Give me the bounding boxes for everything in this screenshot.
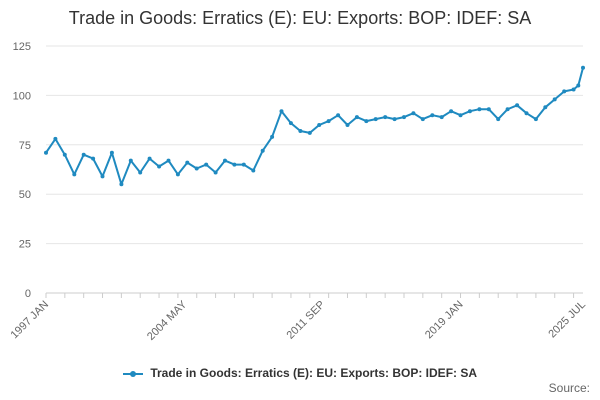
data-point[interactable] <box>251 168 256 173</box>
data-point[interactable] <box>477 107 482 112</box>
y-tick-label: 125 <box>13 41 31 53</box>
data-point[interactable] <box>581 65 585 70</box>
x-axis-tick-labels: 1997 JAN 2004 MAY 2011 SEP 2019 JAN 2025 JUL <box>8 298 588 343</box>
data-point[interactable] <box>354 115 359 120</box>
data-point[interactable] <box>449 109 454 114</box>
y-tick-label: 0 <box>25 288 31 300</box>
data-point[interactable] <box>119 182 124 187</box>
data-point[interactable] <box>270 134 275 139</box>
data-point[interactable] <box>317 123 322 127</box>
y-tick-label: 25 <box>19 239 31 251</box>
data-point[interactable] <box>100 174 105 179</box>
data-point[interactable] <box>420 117 425 122</box>
y-tick-label: 100 <box>13 90 31 102</box>
data-point[interactable] <box>458 113 463 118</box>
data-point[interactable] <box>166 158 171 163</box>
data-point[interactable] <box>411 111 416 116</box>
chart-title: Trade in Goods: Erratics (E): EU: Export… <box>68 8 532 28</box>
data-point[interactable] <box>576 83 581 88</box>
data-point[interactable] <box>62 152 67 157</box>
data-point[interactable] <box>204 162 209 167</box>
data-point[interactable] <box>223 158 227 163</box>
x-axis <box>45 292 583 298</box>
data-point[interactable] <box>185 160 190 165</box>
data-point[interactable] <box>91 156 96 161</box>
series-layer <box>44 65 585 187</box>
data-point[interactable] <box>128 158 133 163</box>
data-point[interactable] <box>260 148 265 153</box>
data-point[interactable] <box>543 105 548 110</box>
legend-swatch <box>122 368 143 380</box>
data-point[interactable] <box>298 129 303 133</box>
y-tick-label: 50 <box>19 189 31 201</box>
data-point[interactable] <box>430 113 435 118</box>
series-line <box>45 67 584 186</box>
legend-dot-marker <box>129 370 136 377</box>
data-point[interactable] <box>241 162 246 167</box>
data-point[interactable] <box>175 172 180 177</box>
data-point[interactable] <box>194 166 199 171</box>
data-point[interactable] <box>486 107 491 112</box>
data-point[interactable] <box>562 89 567 94</box>
data-point[interactable] <box>345 123 350 127</box>
data-point[interactable] <box>392 117 397 122</box>
data-point[interactable] <box>279 109 284 114</box>
data-point[interactable] <box>147 156 152 161</box>
data-point[interactable] <box>157 164 162 169</box>
data-point[interactable] <box>336 113 341 118</box>
data-point[interactable] <box>232 162 237 167</box>
x-tick-label: 2019 JAN <box>423 299 466 342</box>
data-point[interactable] <box>571 87 576 92</box>
data-point[interactable] <box>288 121 293 126</box>
data-point[interactable] <box>364 119 369 124</box>
data-point[interactable] <box>467 109 472 114</box>
data-point[interactable] <box>373 117 378 122</box>
data-point[interactable] <box>439 115 444 120</box>
y-tick-label: 75 <box>19 140 31 152</box>
data-point[interactable] <box>53 136 58 141</box>
y-axis-tick-labels: 0 25 50 75 100 125 <box>13 41 31 300</box>
x-tick-label: 2011 SEP <box>285 299 328 342</box>
data-point[interactable] <box>496 117 501 122</box>
data-point[interactable] <box>109 150 114 155</box>
data-point[interactable] <box>515 103 520 108</box>
data-point[interactable] <box>213 170 218 175</box>
legend[interactable]: Trade in Goods: Erratics (E): EU: Export… <box>0 366 600 380</box>
x-tick-label: 2025 JUL <box>546 299 588 341</box>
data-point[interactable] <box>138 170 143 175</box>
gridlines <box>46 45 583 245</box>
data-point[interactable] <box>552 97 557 102</box>
data-point[interactable] <box>81 152 86 157</box>
source-label: Source: <box>548 381 590 395</box>
data-point[interactable] <box>307 130 312 135</box>
data-point[interactable] <box>524 111 529 116</box>
data-point[interactable] <box>505 107 510 112</box>
legend-series-label: Trade in Goods: Erratics (E): EU: Export… <box>150 366 478 380</box>
data-point[interactable] <box>326 119 331 124</box>
data-point[interactable] <box>402 115 406 120</box>
data-point[interactable] <box>533 117 538 122</box>
data-point[interactable] <box>44 150 48 155</box>
data-point[interactable] <box>383 115 388 120</box>
data-point[interactable] <box>72 172 77 177</box>
x-tick-label: 2004 MAY <box>145 298 190 343</box>
x-tick-label: 1997 JAN <box>8 299 51 342</box>
